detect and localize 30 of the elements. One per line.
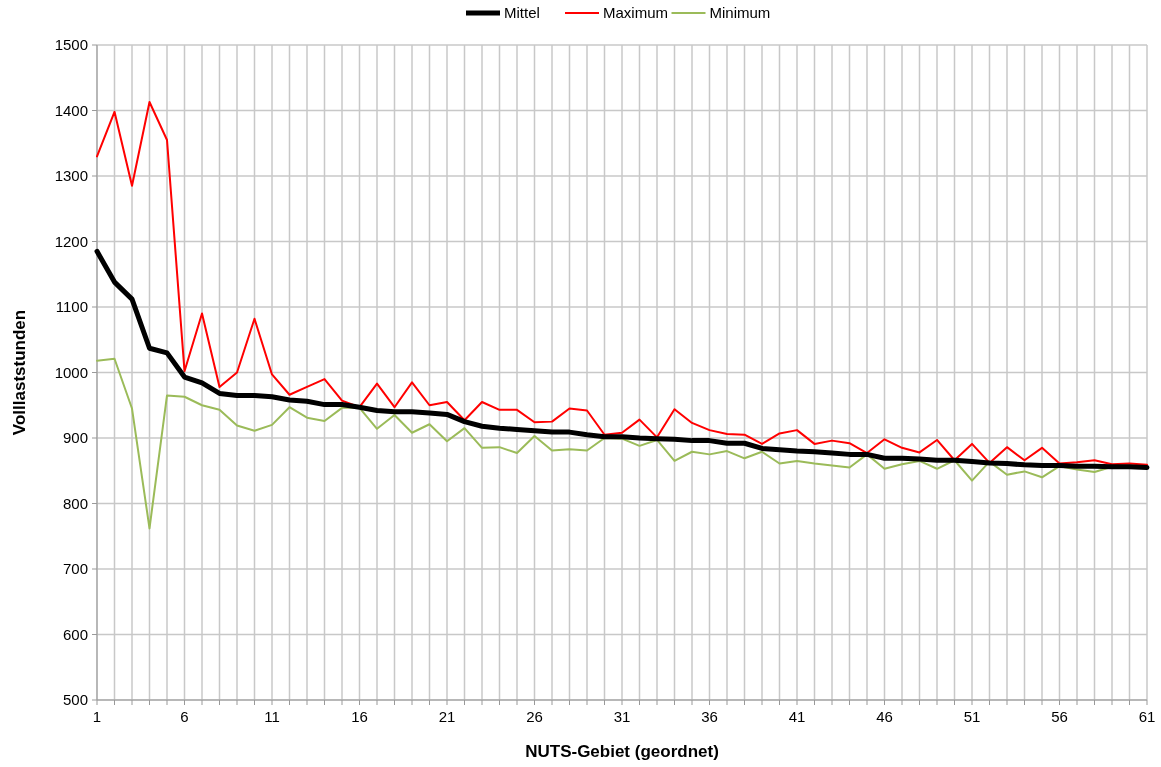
y-tick-label: 900 [62, 429, 88, 447]
x-tick-label: 56 [1051, 708, 1068, 725]
x-tick-label: 6 [180, 708, 189, 725]
legend-label: Maximum [603, 4, 669, 21]
y-tick-label: 800 [62, 494, 88, 512]
x-tick-label: 16 [351, 708, 368, 725]
x-tick-label: 31 [613, 708, 631, 725]
x-tick-label: 46 [876, 708, 893, 725]
y-tick-label: 700 [62, 560, 88, 578]
y-axis-title: Volllaststunden [10, 309, 29, 436]
y-tick-label: 1500 [54, 36, 88, 54]
legend-label: Mittel [504, 4, 540, 21]
y-tick-label: 500 [62, 691, 88, 709]
y-tick-label: 1100 [55, 298, 88, 316]
x-tick-label: 1 [92, 708, 102, 725]
line-series [96, 100, 1148, 466]
x-tick-label: 51 [963, 708, 981, 725]
x-tick-label: 26 [526, 708, 543, 725]
y-tick-label: 1000 [54, 363, 88, 381]
x-tick-label: 41 [788, 708, 806, 725]
y-tick-label: 1300 [54, 167, 88, 185]
y-tick-label: 1200 [54, 232, 88, 250]
x-axis-title: NUTS-Gebiet (geordnet) [525, 742, 719, 761]
x-tick-label: 21 [438, 708, 456, 725]
legend-label: Minimum [709, 4, 771, 21]
x-tick-label: 61 [1138, 708, 1156, 725]
x-tick-label: 11 [264, 708, 280, 725]
y-tick-label: 1400 [54, 101, 88, 119]
y-tick-label: 600 [62, 625, 88, 643]
x-tick-label: 36 [701, 708, 718, 725]
